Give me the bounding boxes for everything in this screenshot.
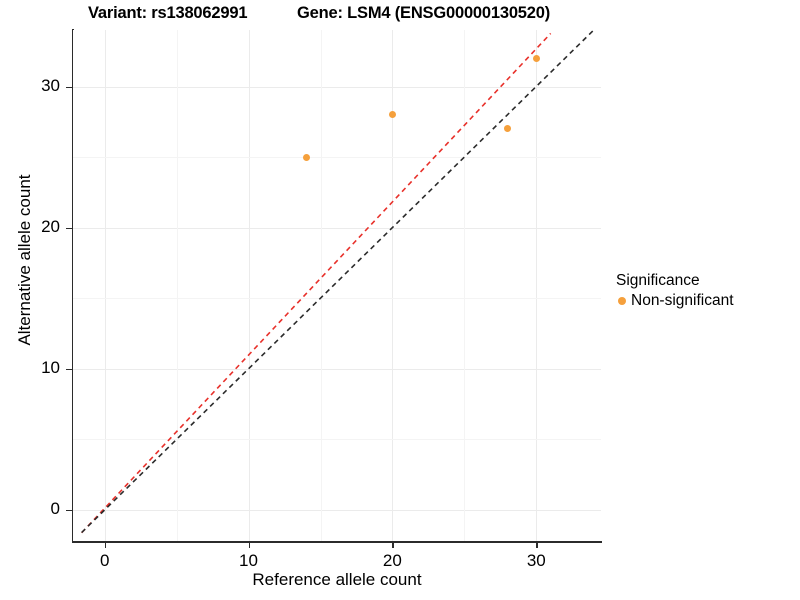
gridline-h-25 <box>73 157 601 158</box>
data-point <box>504 125 511 133</box>
legend: Significance Non-significant <box>616 272 796 310</box>
data-point <box>388 111 396 119</box>
variant-title: Variant: rs138062991 <box>88 4 248 22</box>
y-tick-label-0: 0 <box>50 498 60 518</box>
gridline-v-5 <box>176 30 178 541</box>
y-tick-label-30: 30 <box>41 75 60 95</box>
legend-item-label: Non-significant <box>631 292 734 309</box>
x-tick-20 <box>392 542 394 548</box>
y-tick-30 <box>66 86 72 88</box>
title-row: Variant: rs138062991 Gene: LSM4 (ENSG000… <box>0 2 800 26</box>
legend-items: Non-significant <box>616 292 796 310</box>
gridline-v-0 <box>104 30 106 541</box>
x-tick-label-20: 20 <box>382 551 402 570</box>
data-point <box>302 153 310 161</box>
identity-line <box>81 30 595 534</box>
x-axis-line <box>72 541 602 543</box>
legend-point-icon <box>618 297 626 305</box>
expected-ratio-line <box>81 32 552 534</box>
y-tick-label-20: 20 <box>41 216 60 236</box>
y-tick-label-10: 10 <box>41 357 60 377</box>
y-tick-20 <box>66 227 72 229</box>
x-tick-10 <box>248 542 250 548</box>
x-axis-title: Reference allele count <box>252 570 422 589</box>
gridline-v-30 <box>536 30 538 541</box>
y-tick-10 <box>66 368 72 371</box>
x-tick-label-30: 30 <box>526 551 546 570</box>
y-tick-0 <box>66 509 72 512</box>
y-axis-line <box>72 29 74 542</box>
gridline-h-10 <box>73 368 601 370</box>
gene-title: Gene: LSM4 (ENSG00000130520) <box>297 4 551 22</box>
gridline-h-0 <box>73 509 601 511</box>
plot-panel <box>73 30 601 541</box>
x-tick-30 <box>536 542 538 548</box>
legend-title: Significance <box>616 272 700 289</box>
data-point <box>532 54 540 62</box>
x-tick-0 <box>104 542 107 548</box>
gridline-v-20 <box>392 30 394 541</box>
gridline-h-20 <box>73 227 601 229</box>
reference-lines <box>81 30 595 534</box>
gridline-h-15 <box>73 298 601 300</box>
gridline-v-15 <box>320 30 322 541</box>
gridline-h-5 <box>73 439 601 441</box>
x-tick-label-10: 10 <box>239 551 258 570</box>
x-tick-label-0: 0 <box>99 551 110 570</box>
gridline-v-25 <box>464 30 466 541</box>
gridline-v-10 <box>248 30 250 541</box>
gridline-h-30 <box>73 86 601 88</box>
y-axis-title: Alternative allele count <box>15 174 34 346</box>
legend-item[interactable]: Non-significant <box>618 292 796 310</box>
